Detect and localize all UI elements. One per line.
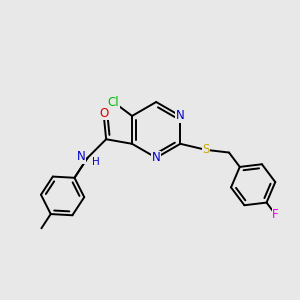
Text: Cl: Cl [108,95,119,109]
Text: O: O [99,106,108,119]
Text: F: F [272,208,279,221]
Text: H: H [92,157,100,166]
Text: N: N [76,150,85,164]
Text: N: N [176,110,185,122]
Text: S: S [202,143,210,156]
Text: N: N [152,151,161,164]
